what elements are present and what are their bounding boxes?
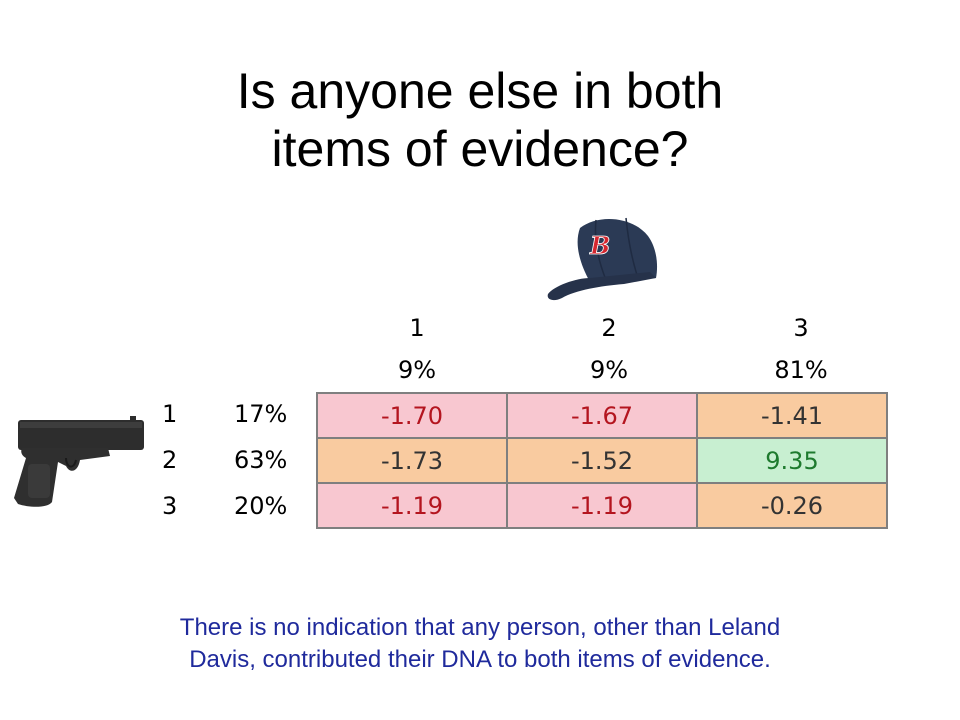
col-2-label: 2	[601, 314, 617, 342]
handgun-icon	[14, 416, 144, 507]
cell-r3-c3: -0.26	[696, 482, 888, 529]
col-1-pct: 9%	[397, 356, 437, 384]
col-3-label: 3	[793, 314, 809, 342]
table-row: -1.70 -1.67 -1.41	[316, 392, 888, 439]
cell-r2-c2: -1.52	[506, 437, 698, 484]
col-2-pct: 9%	[589, 356, 629, 384]
cell-r1-c2: -1.67	[506, 392, 698, 439]
table-row: -1.73 -1.52 9.35	[316, 437, 888, 484]
svg-text:B: B	[589, 231, 610, 260]
slide-title: Is anyone else in both items of evidence…	[0, 62, 960, 178]
conclusion-note: There is no indication that any person, …	[0, 612, 960, 676]
col-3-pct: 81%	[774, 356, 828, 384]
cell-r3-c1: -1.19	[316, 482, 508, 529]
col-1-label: 1	[409, 314, 425, 342]
cell-r2-c3: 9.35	[696, 437, 888, 484]
row-3-label: 3	[162, 492, 178, 520]
row-2-pct: 63%	[234, 446, 288, 474]
row-2-label: 2	[162, 446, 178, 474]
row-1-pct: 17%	[234, 400, 288, 428]
row-3-pct: 20%	[234, 492, 288, 520]
cell-r1-c3: -1.41	[696, 392, 888, 439]
title-line-2: items of evidence?	[271, 121, 689, 177]
title-line-1: Is anyone else in both	[236, 63, 724, 119]
likelihood-grid: -1.70 -1.67 -1.41 -1.73 -1.52 9.35 -1.19…	[316, 392, 888, 529]
table-row: -1.19 -1.19 -0.26	[316, 482, 888, 529]
cell-r2-c1: -1.73	[316, 437, 508, 484]
note-line-1: There is no indication that any person, …	[179, 614, 781, 641]
cell-r1-c1: -1.70	[316, 392, 508, 439]
note-line-2: Davis, contributed their DNA to both ite…	[189, 646, 771, 673]
cell-r3-c2: -1.19	[506, 482, 698, 529]
row-1-label: 1	[162, 400, 178, 428]
baseball-cap-icon: B	[547, 217, 658, 301]
